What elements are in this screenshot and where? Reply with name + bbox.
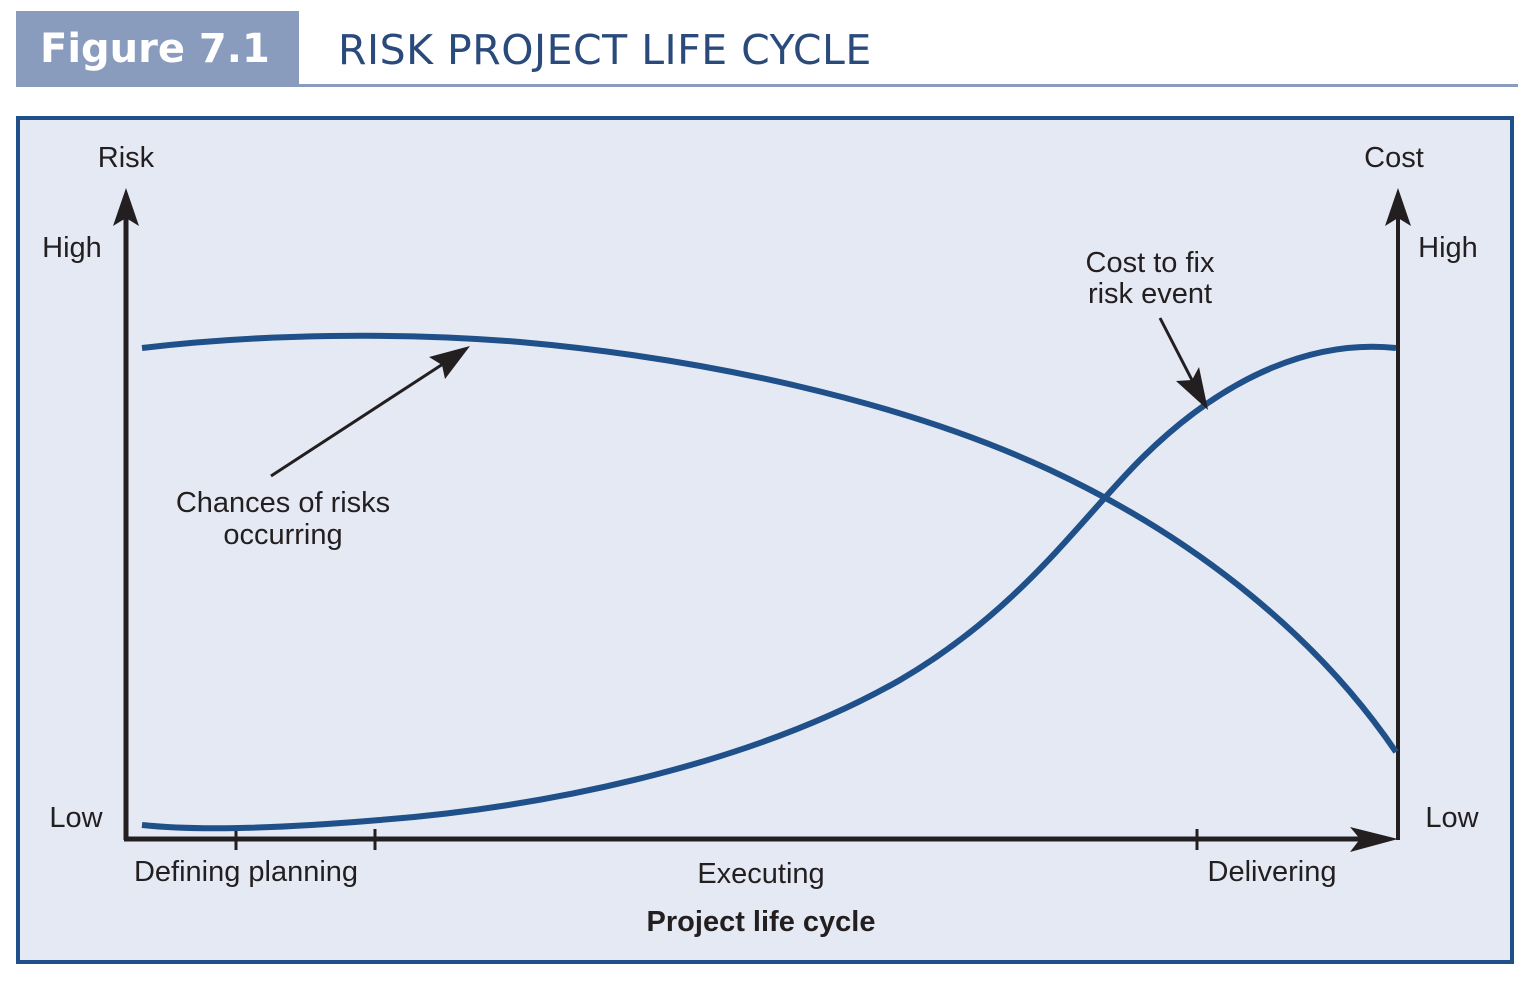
x-axis-title: Project life cycle <box>647 906 876 938</box>
cost-high-label: High <box>1418 232 1478 264</box>
cost-axis-label: Cost <box>1364 142 1424 174</box>
cost-annotation-line2: risk event <box>1088 278 1212 310</box>
phase-label-defining: Defining planning <box>134 856 358 888</box>
risk-annotation-line1: Chances of risks <box>176 487 390 519</box>
x-axis <box>124 827 1398 852</box>
arrow-up-icon <box>1385 188 1411 226</box>
arrow-icon <box>1176 367 1208 410</box>
risk-annotation-line2: occurring <box>223 519 342 551</box>
figure-label: Figure 7.1 <box>16 11 299 87</box>
chart-panel <box>16 116 1514 964</box>
risk-axis-label: Risk <box>98 142 155 174</box>
arrow-up-icon <box>113 188 139 226</box>
left-y-axis <box>113 188 139 840</box>
title-divider <box>16 84 1518 87</box>
cost-annotation-arrow <box>1158 317 1208 410</box>
phase-label-delivering: Delivering <box>1208 856 1337 888</box>
cost-annotation-line1: Cost to fix <box>1086 247 1215 279</box>
risk-curve <box>141 332 1399 754</box>
phase-label-executing: Executing <box>697 858 824 890</box>
risk-low-label: Low <box>49 802 103 834</box>
risk-high-label: High <box>42 232 102 264</box>
arrow-right-icon <box>1350 827 1398 852</box>
arrow-icon <box>429 346 470 379</box>
cost-low-label: Low <box>1425 802 1479 834</box>
figure-title: RISK PROJECT LIFE CYCLE <box>338 26 872 74</box>
cost-curve <box>141 343 1397 832</box>
right-y-axis <box>1385 188 1411 840</box>
risk-annotation-arrow <box>270 346 470 478</box>
